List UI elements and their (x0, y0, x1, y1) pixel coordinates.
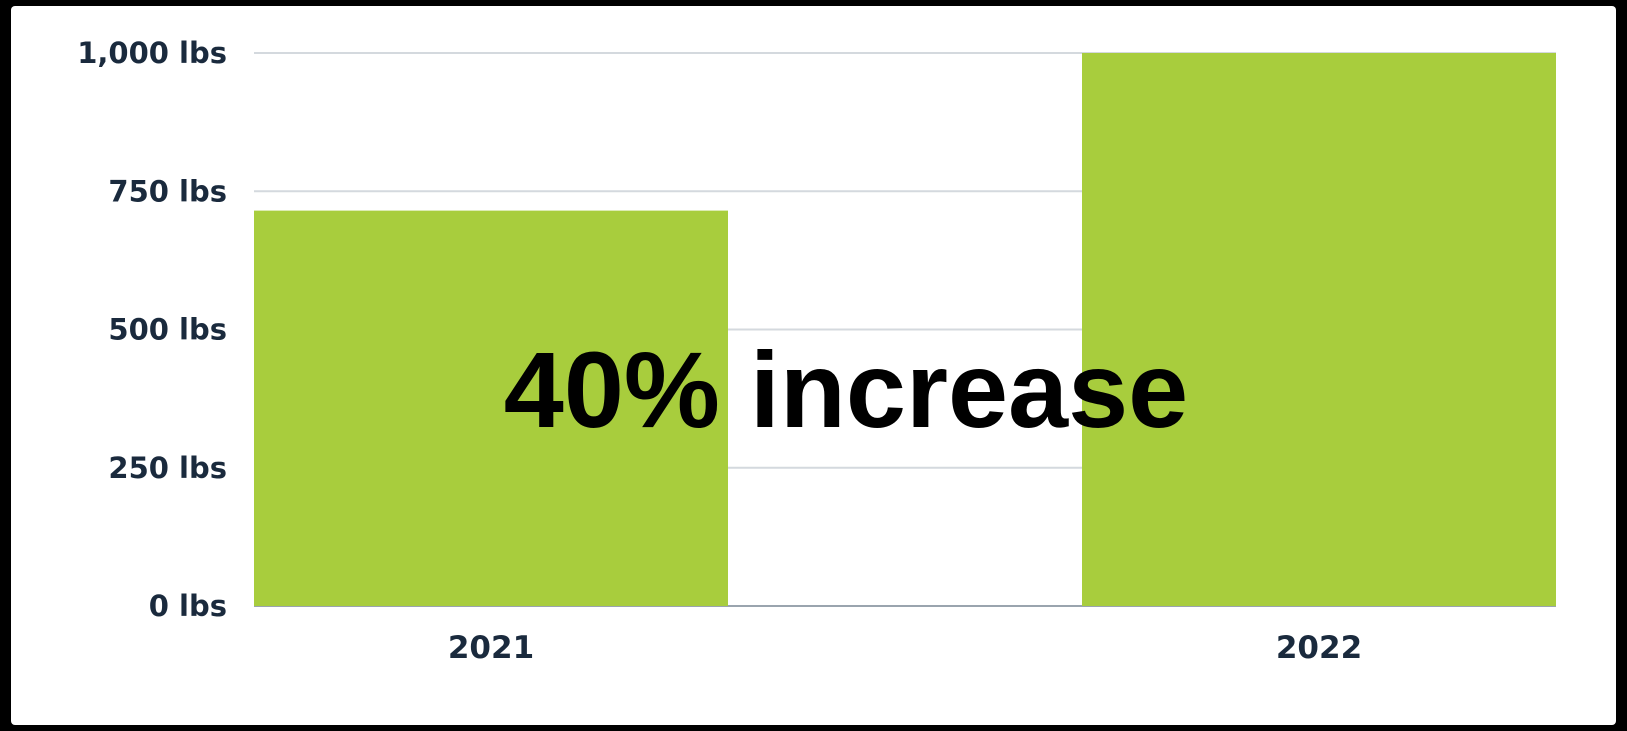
y-tick-label: 250 lbs (108, 451, 227, 485)
y-tick-label: 750 lbs (108, 174, 227, 208)
y-tick-label: 1,000 lbs (77, 36, 227, 70)
annotation-label: 40% increase (504, 329, 1189, 450)
x-category-label: 2022 (1276, 630, 1362, 666)
bar-chart: 0 lbs 250 lbs 500 lbs 750 lbs 1,000 lbs 2021… (11, 6, 1616, 725)
x-category-labels: 2021 2022 (448, 630, 1362, 666)
x-category-label: 2021 (448, 630, 534, 666)
y-tick-label: 500 lbs (108, 313, 227, 347)
chart-frame: 0 lbs 250 lbs 500 lbs 750 lbs 1,000 lbs 2021… (11, 6, 1616, 725)
y-tick-labels: 0 lbs 250 lbs 500 lbs 750 lbs 1,000 lbs (77, 36, 227, 623)
y-tick-label: 0 lbs (149, 589, 227, 623)
